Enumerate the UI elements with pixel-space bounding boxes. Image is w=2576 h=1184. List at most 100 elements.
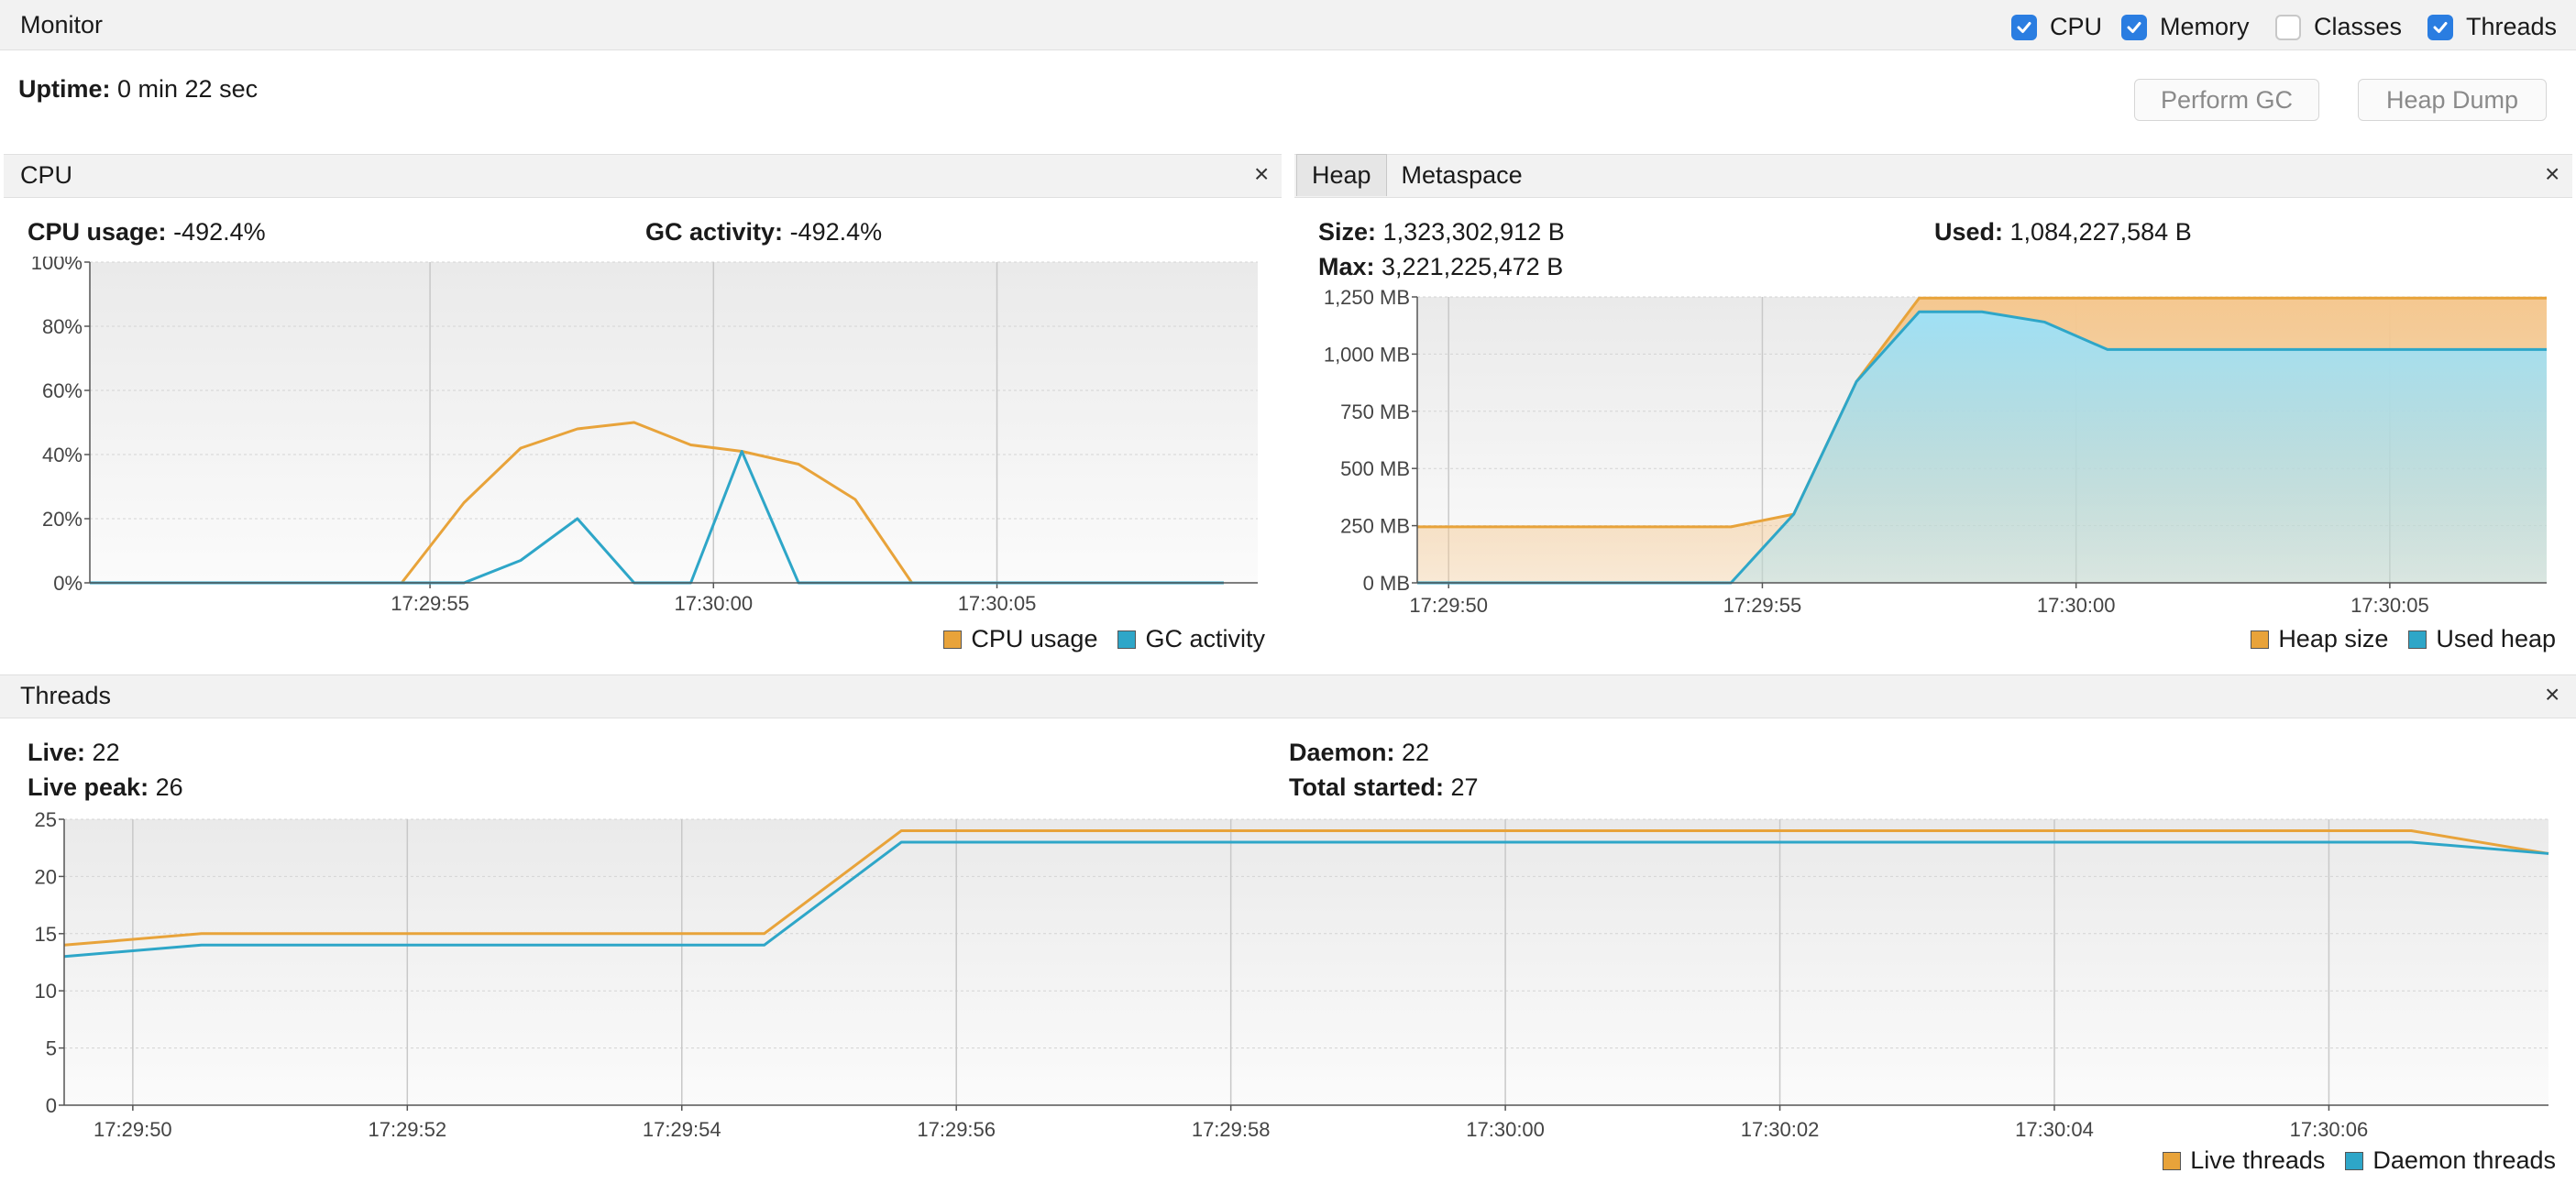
threads-daemon-label: Daemon:	[1289, 739, 1395, 766]
uptime-value: 0 min 22 sec	[117, 75, 259, 103]
y-tick-label: 1,000 MB	[1324, 343, 1410, 366]
cpu-panel-title: CPU	[20, 161, 73, 189]
classes-checkbox[interactable]: Classes	[2275, 13, 2402, 41]
heap-max-value: 3,221,225,472 B	[1382, 253, 1564, 280]
classes-checkbox-label: Classes	[2314, 13, 2403, 40]
checkbox-checked-icon	[2011, 14, 2037, 40]
threads-checkbox[interactable]: Threads	[2427, 13, 2557, 41]
y-tick-label: 5	[46, 1037, 57, 1060]
y-tick-label: 10	[35, 980, 57, 1003]
tab-metaspace[interactable]: Metaspace	[1401, 160, 1523, 189]
x-tick-label: 17:30:06	[2290, 1118, 2369, 1141]
y-tick-label: 20	[35, 865, 57, 888]
gc-activity-stat: GC activity: -492.4%	[645, 218, 882, 247]
heap-panel-header	[1294, 154, 2572, 198]
legend-cpu-usage-label: CPU usage	[971, 625, 1098, 652]
x-tick-label: 17:29:58	[1192, 1118, 1271, 1141]
threads-checkbox-label: Threads	[2466, 13, 2558, 40]
legend-used-heap-label: Used heap	[2436, 625, 2556, 652]
threads-total-value: 27	[1450, 773, 1479, 801]
x-tick-label: 17:30:04	[2015, 1118, 2094, 1141]
legend-live-threads-label: Live threads	[2190, 1146, 2326, 1174]
cpu-usage-stat: CPU usage: -492.4%	[28, 218, 266, 247]
memory-checkbox-label: Memory	[2160, 13, 2250, 40]
used-heap-area	[1417, 312, 2547, 583]
threads-peak-value: 26	[155, 773, 183, 801]
daemon-threads-line	[63, 840, 2549, 959]
uptime: Uptime: 0 min 22 sec	[18, 75, 258, 104]
used-heap-swatch	[2408, 630, 2427, 649]
y-tick-label: 80%	[42, 315, 83, 338]
gc-activity-label: GC activity:	[645, 218, 784, 246]
cpu-checkbox-label: CPU	[2050, 13, 2103, 40]
tab-heap[interactable]: Heap	[1296, 154, 1387, 196]
x-tick-label: 17:30:05	[958, 592, 1037, 615]
threads-peak-label: Live peak:	[28, 773, 149, 801]
legend-heap-size-label: Heap size	[2278, 625, 2389, 652]
legend-item-heap-size: Heap size	[2251, 625, 2388, 653]
legend-item-cpu-usage: CPU usage	[943, 625, 1097, 653]
cpu-chart: 0% 20% 40% 60% 80% 100% 17:29:55 17:30:00 17:30:…	[31, 257, 1258, 615]
threads-total-label: Total started:	[1289, 773, 1445, 801]
cpu-usage-value: -492.4%	[173, 218, 266, 246]
x-tick-label: 17:29:50	[94, 1118, 172, 1141]
heap-size-label: Size:	[1318, 218, 1377, 246]
heap-tabs: Heap Metaspace	[1296, 154, 1537, 196]
y-tick-label: 25	[35, 808, 57, 831]
y-tick-label: 0 MB	[1363, 572, 1410, 595]
x-tick-label: 17:29:52	[368, 1118, 446, 1141]
cpu-chart-legend: CPU usage GC activity	[923, 625, 1265, 653]
checkbox-checked-icon	[2427, 14, 2453, 40]
cpu-usage-swatch	[943, 630, 963, 649]
live-threads-swatch	[2163, 1151, 2182, 1170]
threads-live-value: 22	[92, 739, 120, 766]
y-tick-label: 500 MB	[1340, 457, 1410, 480]
monitor-title: Monitor	[20, 11, 104, 38]
x-tick-label: 17:29:50	[1409, 594, 1488, 617]
x-tick-label: 17:30:02	[1741, 1118, 1820, 1141]
cpu-panel-header	[4, 154, 1282, 198]
heap-used-label: Used:	[1934, 218, 2004, 246]
threads-live-label: Live:	[28, 739, 86, 766]
used-heap-line	[1417, 310, 2547, 585]
heap-max-stat: Max: 3,221,225,472 B	[1318, 253, 1563, 281]
cpu-checkbox[interactable]: CPU	[2011, 13, 2102, 41]
threads-panel-close-icon[interactable]: ×	[2545, 680, 2560, 708]
y-tick-label: 20%	[42, 508, 83, 531]
threads-daemon-value: 22	[1402, 739, 1430, 766]
x-tick-label: 17:30:00	[2037, 594, 2116, 617]
x-tick-label: 17:29:55	[1723, 594, 1802, 617]
plot-area	[64, 819, 2548, 1105]
heap-panel-close-icon[interactable]: ×	[2545, 159, 2560, 188]
y-tick-label: 0	[46, 1094, 57, 1117]
threads-panel-header	[0, 674, 2576, 718]
threads-live-stat: Live: 22	[28, 739, 120, 767]
live-threads-line	[63, 828, 2549, 947]
y-tick-label: 100%	[31, 257, 83, 274]
heap-max-label: Max:	[1318, 253, 1375, 280]
memory-checkbox[interactable]: Memory	[2121, 13, 2250, 41]
heap-dump-button[interactable]: Heap Dump	[2358, 79, 2547, 121]
legend-item-live-threads: Live threads	[2163, 1146, 2325, 1175]
plot-area	[90, 262, 1258, 583]
y-tick-label: 1,250 MB	[1324, 290, 1410, 309]
heap-used-stat: Used: 1,084,227,584 B	[1934, 218, 2192, 247]
legend-item-daemon-threads: Daemon threads	[2345, 1146, 2556, 1175]
heap-chart-legend: Heap size Used heap	[2230, 625, 2556, 653]
x-tick-label: 17:29:54	[643, 1118, 721, 1141]
x-tick-label: 17:30:00	[1466, 1118, 1545, 1141]
heap-size-swatch	[2251, 630, 2270, 649]
y-tick-label: 0%	[53, 572, 83, 595]
heap-used-value: 1,084,227,584 B	[2009, 218, 2192, 246]
legend-daemon-threads-label: Daemon threads	[2372, 1146, 2556, 1174]
gc-activity-value: -492.4%	[789, 218, 883, 246]
legend-item-gc-activity: GC activity	[1117, 625, 1265, 653]
threads-chart: 0 5 10 15 20 25 17:29:50 17:29:52 17:29:54 17:29:…	[35, 808, 2549, 1141]
x-tick-label: 17:30:05	[2350, 594, 2429, 617]
legend-item-used-heap: Used heap	[2408, 625, 2556, 653]
heap-size-stat: Size: 1,323,302,912 B	[1318, 218, 1565, 247]
perform-gc-button[interactable]: Perform GC	[2134, 79, 2319, 121]
uptime-label: Uptime:	[18, 75, 111, 103]
cpu-panel-close-icon[interactable]: ×	[1254, 159, 1270, 188]
threads-total-stat: Total started: 27	[1289, 773, 1479, 802]
